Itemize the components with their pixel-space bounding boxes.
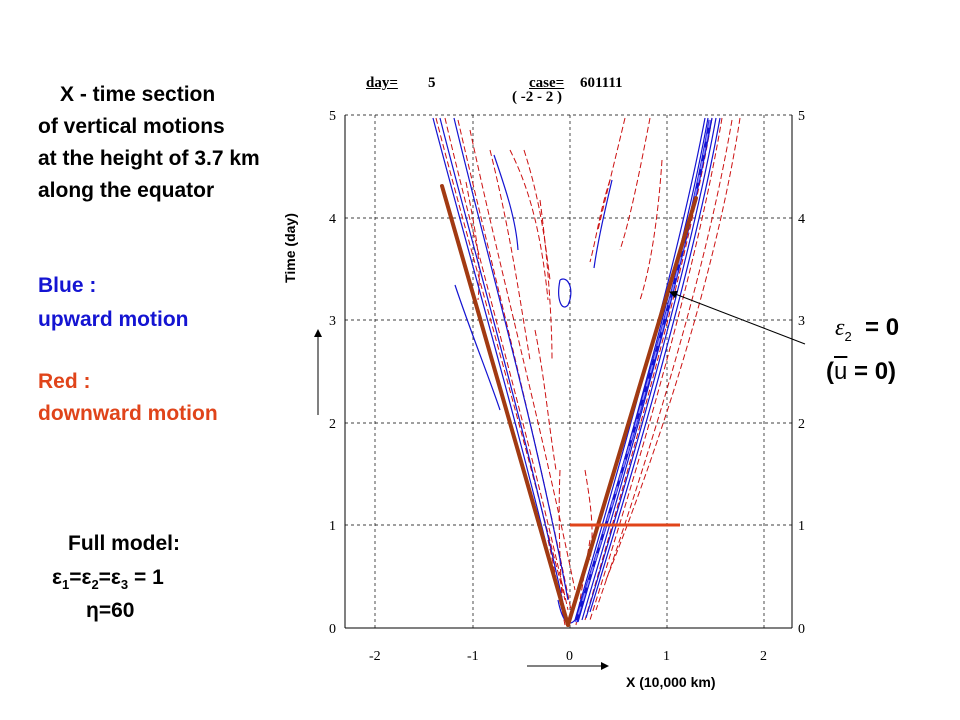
y-tick-right-4: 4 [798,212,805,227]
header-range: ( -2 - 2 ) [512,89,562,105]
annotation-line-2: (u = 0) [826,358,897,385]
y-tick-right-2: 2 [798,417,805,432]
grid [345,114,792,628]
red-label: Red : [38,370,91,393]
x-tick-m2: -2 [369,649,381,664]
upward-motion-contours [432,117,721,624]
y-tick-right-1: 1 [798,519,805,534]
guide-lines [440,184,698,627]
blue-description: upward motion [38,308,189,331]
title-line-3: at the height of 3.7 km [38,147,260,170]
y-tick-right-3: 3 [798,314,805,329]
x-tick-0: 0 [566,649,573,664]
model-title: Full model: [68,532,180,555]
header-case-label: case= [529,75,565,91]
downward-motion-contours [435,117,741,626]
y-tick-5: 5 [329,109,336,124]
x-tick-1: 1 [663,649,670,664]
header-day-value: 5 [428,75,436,91]
x-tick-2: 2 [760,649,767,664]
y-ticks-right: 0 1 2 3 4 5 [798,109,805,637]
y-tick-2: 2 [329,417,336,432]
y-tick-4: 4 [329,212,336,227]
header-case-value: 601111 [580,75,623,91]
header-day-label: day= [366,75,398,91]
title-line-1: X - time section [60,83,216,106]
x-tick-m1: -1 [467,649,479,664]
y-tick-0: 0 [329,622,336,637]
model-params: ε1=ε2=ε3 = 1 [52,566,164,593]
plot-frame [344,115,793,629]
x-axis-label: X (10,000 km) [626,674,716,690]
red-description: downward motion [38,402,218,425]
blue-label: Blue : [38,274,97,297]
upward-motion-core-dashes [575,119,711,623]
y-tick-1: 1 [329,519,336,534]
y-tick-right-0: 0 [798,622,805,637]
title-line-2: of vertical motions [38,115,225,138]
annotation-line-1: ε2 = 0 [835,314,900,344]
y-tick-right-5: 5 [798,109,805,124]
y-tick-3: 3 [329,314,336,329]
y-ticks-left: 0 1 2 3 4 5 [329,109,336,637]
title-line-4: along the equator [38,179,215,202]
model-eta: η=60 [86,599,135,622]
annotation-pointer [669,290,806,345]
x-ticks: -2 -1 0 1 2 [369,649,767,664]
